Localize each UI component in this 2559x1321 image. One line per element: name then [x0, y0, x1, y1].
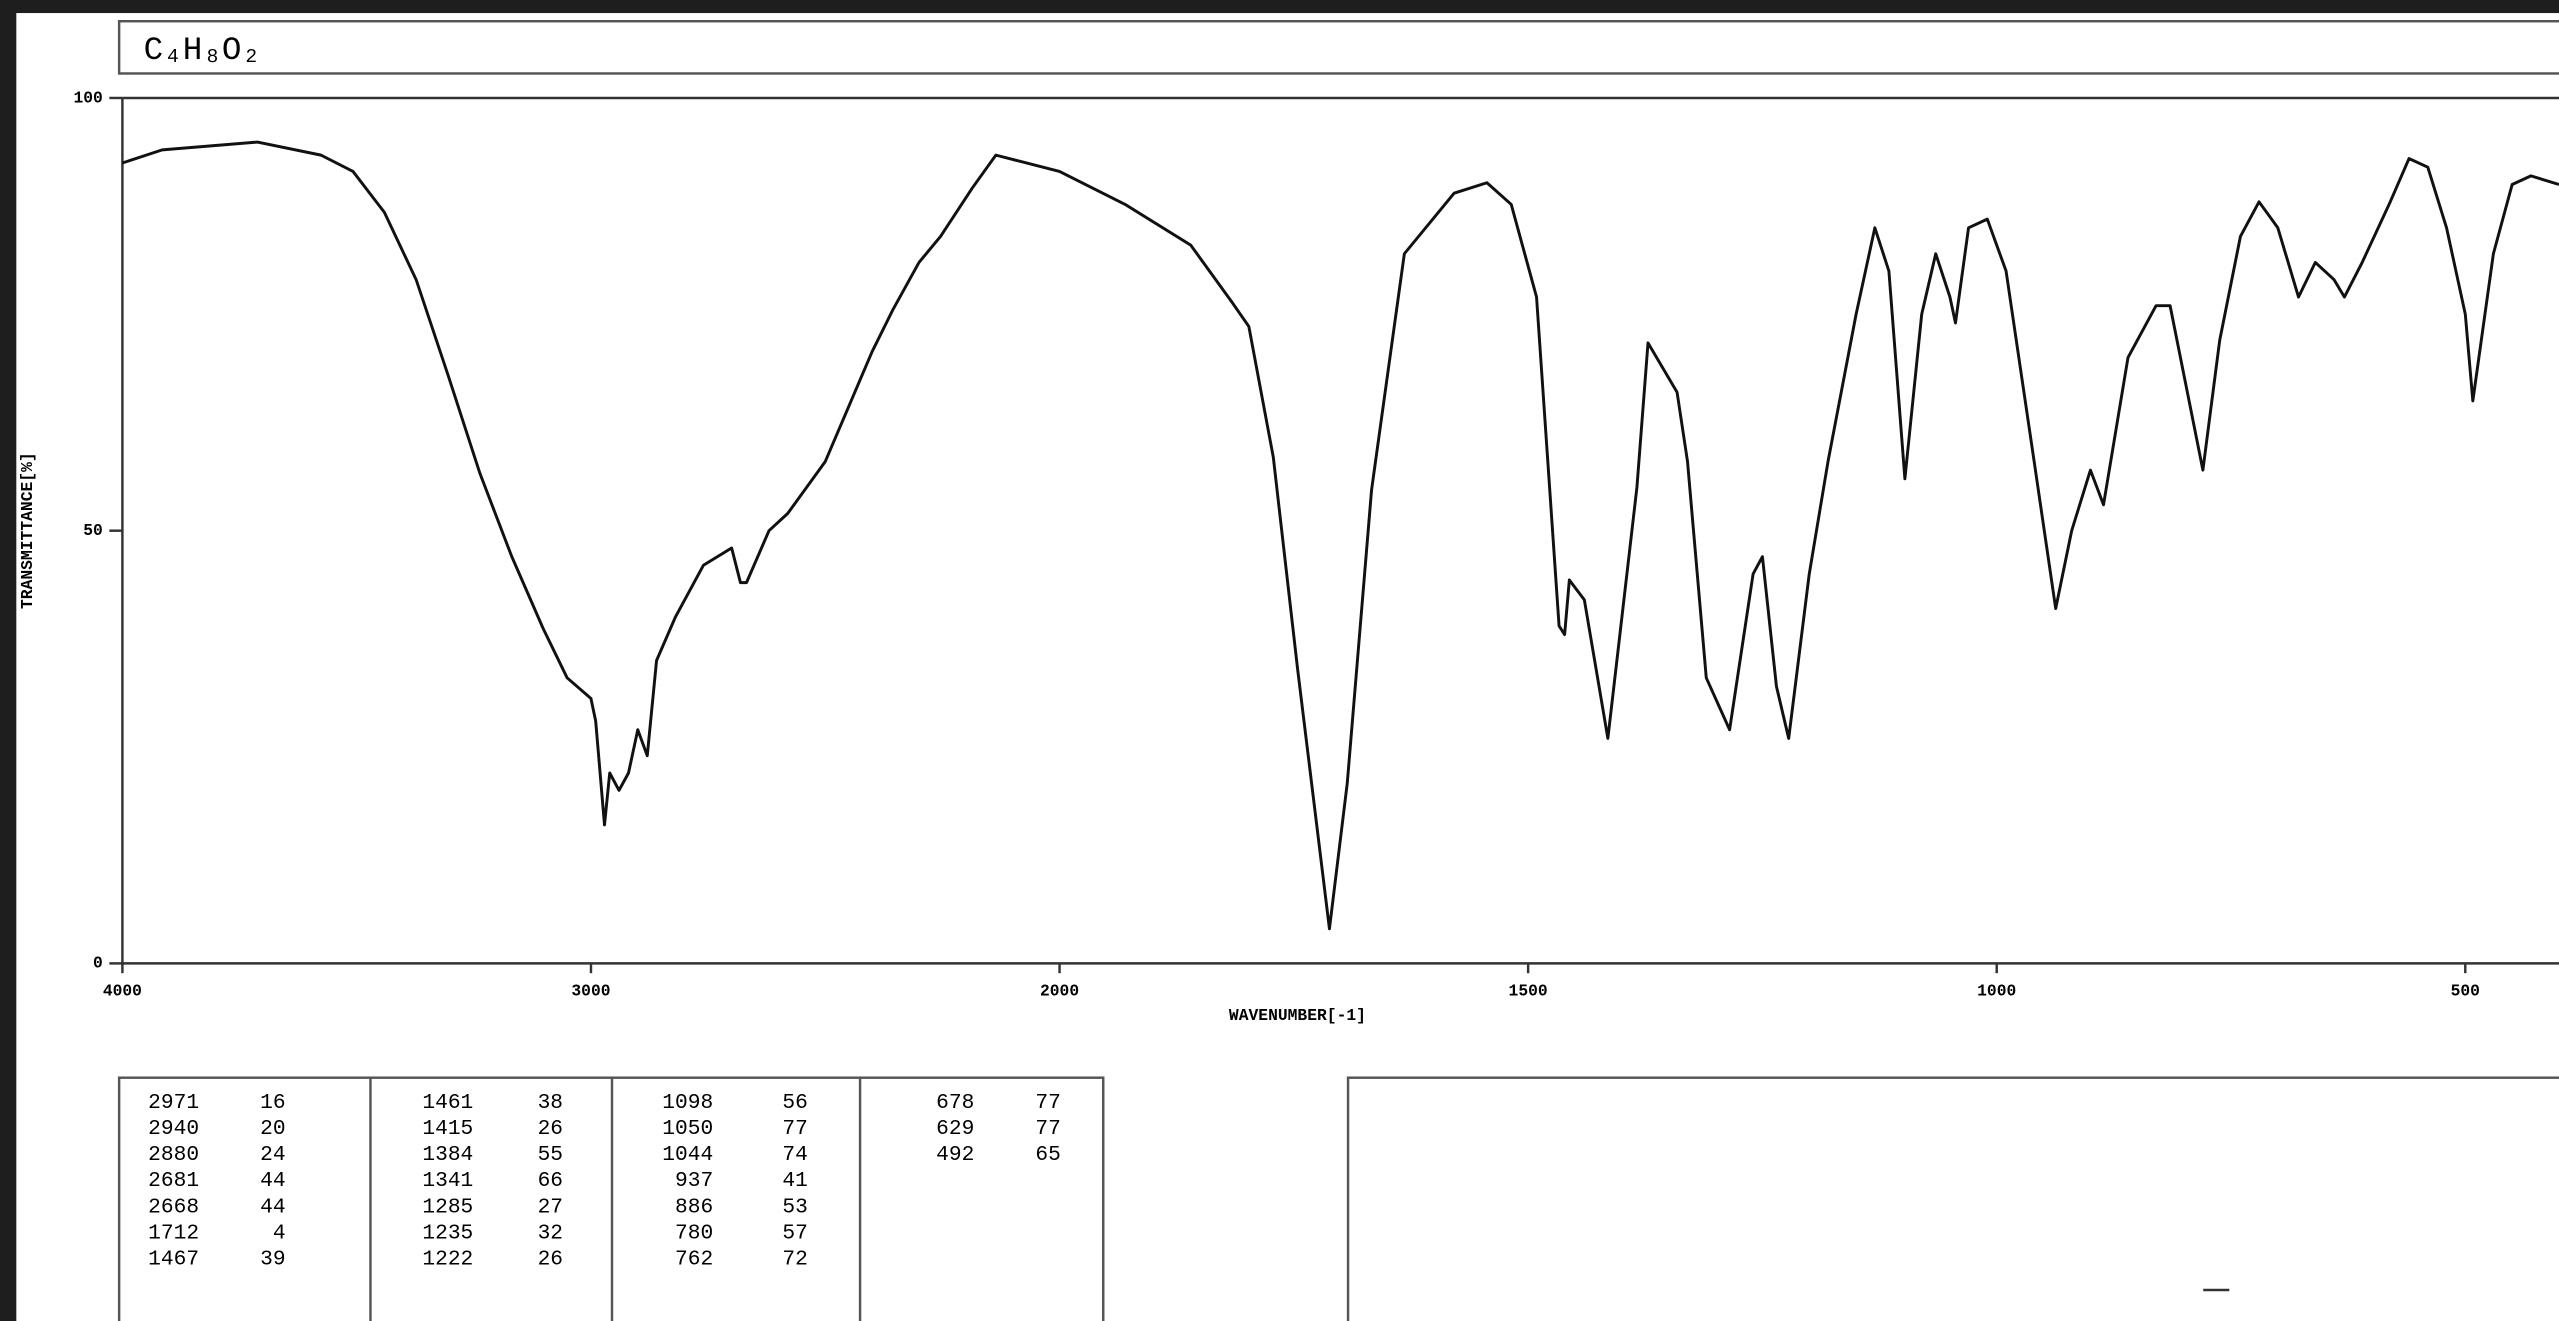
peak-transmittance: 38 [538, 1091, 563, 1115]
peak-transmittance: 26 [538, 1248, 563, 1272]
peak-table-box [117, 1076, 1105, 1321]
peak-transmittance: 24 [260, 1143, 285, 1167]
peak-wavenumber: 2940 [148, 1117, 199, 1141]
peak-wavenumber: 1235 [422, 1221, 473, 1245]
peak-transmittance: 74 [782, 1143, 807, 1167]
peak-wavenumber: 1341 [422, 1169, 473, 1193]
peak-wavenumber: 1050 [662, 1117, 713, 1141]
peak-transmittance: 77 [782, 1117, 807, 1141]
peak-transmittance: 77 [1035, 1117, 1060, 1141]
y-tick-label: 0 [93, 954, 103, 973]
x-tick-label: 3000 [571, 981, 610, 1000]
peak-transmittance: 72 [782, 1248, 807, 1272]
peak-transmittance: 26 [538, 1117, 563, 1141]
y-tick-label: 50 [83, 521, 103, 540]
peak-wavenumber: 1384 [422, 1143, 473, 1167]
peak-wavenumber: 2681 [148, 1169, 199, 1193]
formula-box [117, 20, 2559, 75]
peak-transmittance: 44 [260, 1195, 285, 1219]
peak-transmittance: 66 [538, 1169, 563, 1193]
peak-transmittance: 27 [538, 1195, 563, 1219]
peak-transmittance: 55 [538, 1143, 563, 1167]
peak-wavenumber: 2971 [148, 1091, 199, 1115]
formula: C₄H₈O₂ [144, 32, 261, 69]
peak-wavenumber: 1467 [148, 1248, 199, 1272]
x-tick-label: 2000 [1040, 981, 1079, 1000]
peak-transmittance: 16 [260, 1091, 285, 1115]
peak-wavenumber: 1415 [422, 1117, 473, 1141]
page-background [16, 13, 2559, 1321]
peak-transmittance: 57 [782, 1221, 807, 1245]
peak-wavenumber: 2880 [148, 1143, 199, 1167]
peak-wavenumber: 2668 [148, 1195, 199, 1219]
y-axis-label: TRANSMITTANCE[%] [18, 452, 37, 609]
peak-transmittance: 53 [782, 1195, 807, 1219]
peak-transmittance: 44 [260, 1169, 285, 1193]
peak-wavenumber: 1222 [422, 1248, 473, 1272]
peak-wavenumber: 937 [675, 1169, 713, 1193]
peak-wavenumber: 780 [675, 1221, 713, 1245]
peak-wavenumber: 1044 [662, 1143, 713, 1167]
peak-transmittance: 32 [538, 1221, 563, 1245]
peak-transmittance: 4 [273, 1221, 286, 1245]
spectrum-line [121, 140, 2559, 931]
x-tick-label: 4000 [103, 981, 142, 1000]
y-tick-label: 100 [73, 88, 102, 107]
peak-transmittance: 56 [782, 1091, 807, 1115]
peak-wavenumber: 1098 [662, 1091, 713, 1115]
peak-transmittance: 65 [1035, 1143, 1060, 1167]
peak-transmittance: 39 [260, 1248, 285, 1272]
peak-transmittance: 77 [1035, 1091, 1060, 1115]
peak-wavenumber: 886 [675, 1195, 713, 1219]
peak-wavenumber: 492 [936, 1143, 974, 1167]
x-axis-label: WAVENUMBER[-1] [1229, 1006, 1366, 1025]
peak-wavenumber: 1285 [422, 1195, 473, 1219]
structure-box [1346, 1076, 2559, 1321]
peak-wavenumber: 1712 [148, 1221, 199, 1245]
x-tick-label: 1000 [1977, 981, 2016, 1000]
x-tick-label: 500 [2451, 981, 2480, 1000]
peak-transmittance: 41 [782, 1169, 807, 1193]
x-tick-label: 1500 [1509, 981, 1548, 1000]
peak-transmittance: 20 [260, 1117, 285, 1141]
peak-wavenumber: 629 [936, 1117, 974, 1141]
peak-wavenumber: 1461 [422, 1091, 473, 1115]
peak-wavenumber: 762 [675, 1248, 713, 1272]
peak-wavenumber: 678 [936, 1091, 974, 1115]
